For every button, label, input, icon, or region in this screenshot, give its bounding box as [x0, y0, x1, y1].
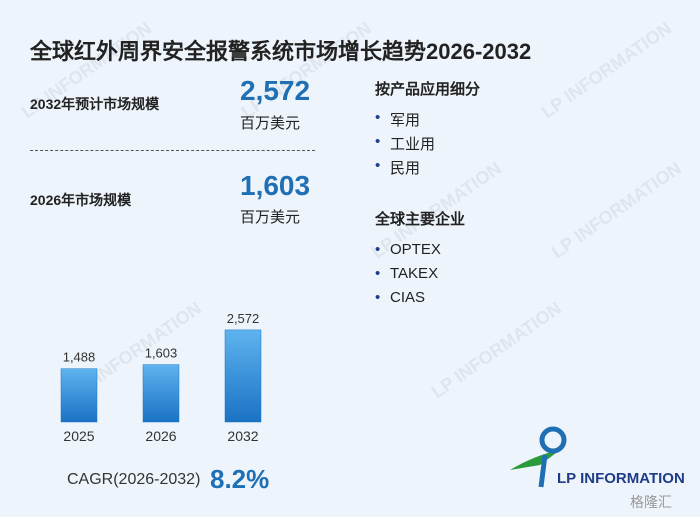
cagr-value: 8.2% — [210, 464, 270, 494]
list-item: CIAS — [375, 289, 425, 306]
list-item: TAKEX — [375, 265, 438, 282]
list-item: 民用 — [375, 157, 420, 178]
bar — [224, 329, 262, 423]
bar — [60, 368, 98, 423]
watermark: LP INFORMATION — [537, 17, 675, 123]
stat-unit: 百万美元 — [240, 115, 301, 132]
value-label: 2,572 — [227, 311, 260, 326]
divider — [30, 150, 315, 151]
list-item: OPTEX — [375, 241, 441, 258]
stat-label: 2032年预计市场规模 — [30, 96, 160, 112]
logo-text: LP INFORMATION — [557, 470, 685, 487]
stat-label: 2026年市场规模 — [30, 192, 132, 208]
watermark-corner: 格隆汇 — [630, 494, 672, 510]
section-heading: 按产品应用细分 — [375, 81, 481, 98]
logo: LP INFORMATION — [510, 426, 685, 488]
x-tick-label: 2025 — [63, 428, 94, 444]
list-item: 军用 — [375, 109, 420, 130]
cagr-label: CAGR(2026-2032) — [67, 471, 201, 488]
x-tick-label: 2032 — [227, 428, 258, 444]
title: 全球红外周界安全报警系统市场增长趋势2026-2032 — [30, 39, 532, 64]
value-label: 1,603 — [145, 346, 178, 361]
bar-chart: 1,488 2025 1,603 2026 2,572 2032 — [60, 311, 262, 444]
stat-value: 2,572 — [240, 75, 311, 106]
bar — [142, 364, 180, 423]
value-label: 1,488 — [63, 350, 96, 365]
stat-value: 1,603 — [240, 170, 311, 201]
list-item: 工业用 — [375, 133, 435, 154]
section-heading: 全球主要企业 — [375, 211, 466, 228]
watermark: LP INFORMATION — [547, 157, 685, 263]
x-tick-label: 2026 — [145, 428, 176, 444]
watermark: LP INFORMATION — [427, 297, 565, 403]
stat-unit: 百万美元 — [240, 209, 301, 226]
